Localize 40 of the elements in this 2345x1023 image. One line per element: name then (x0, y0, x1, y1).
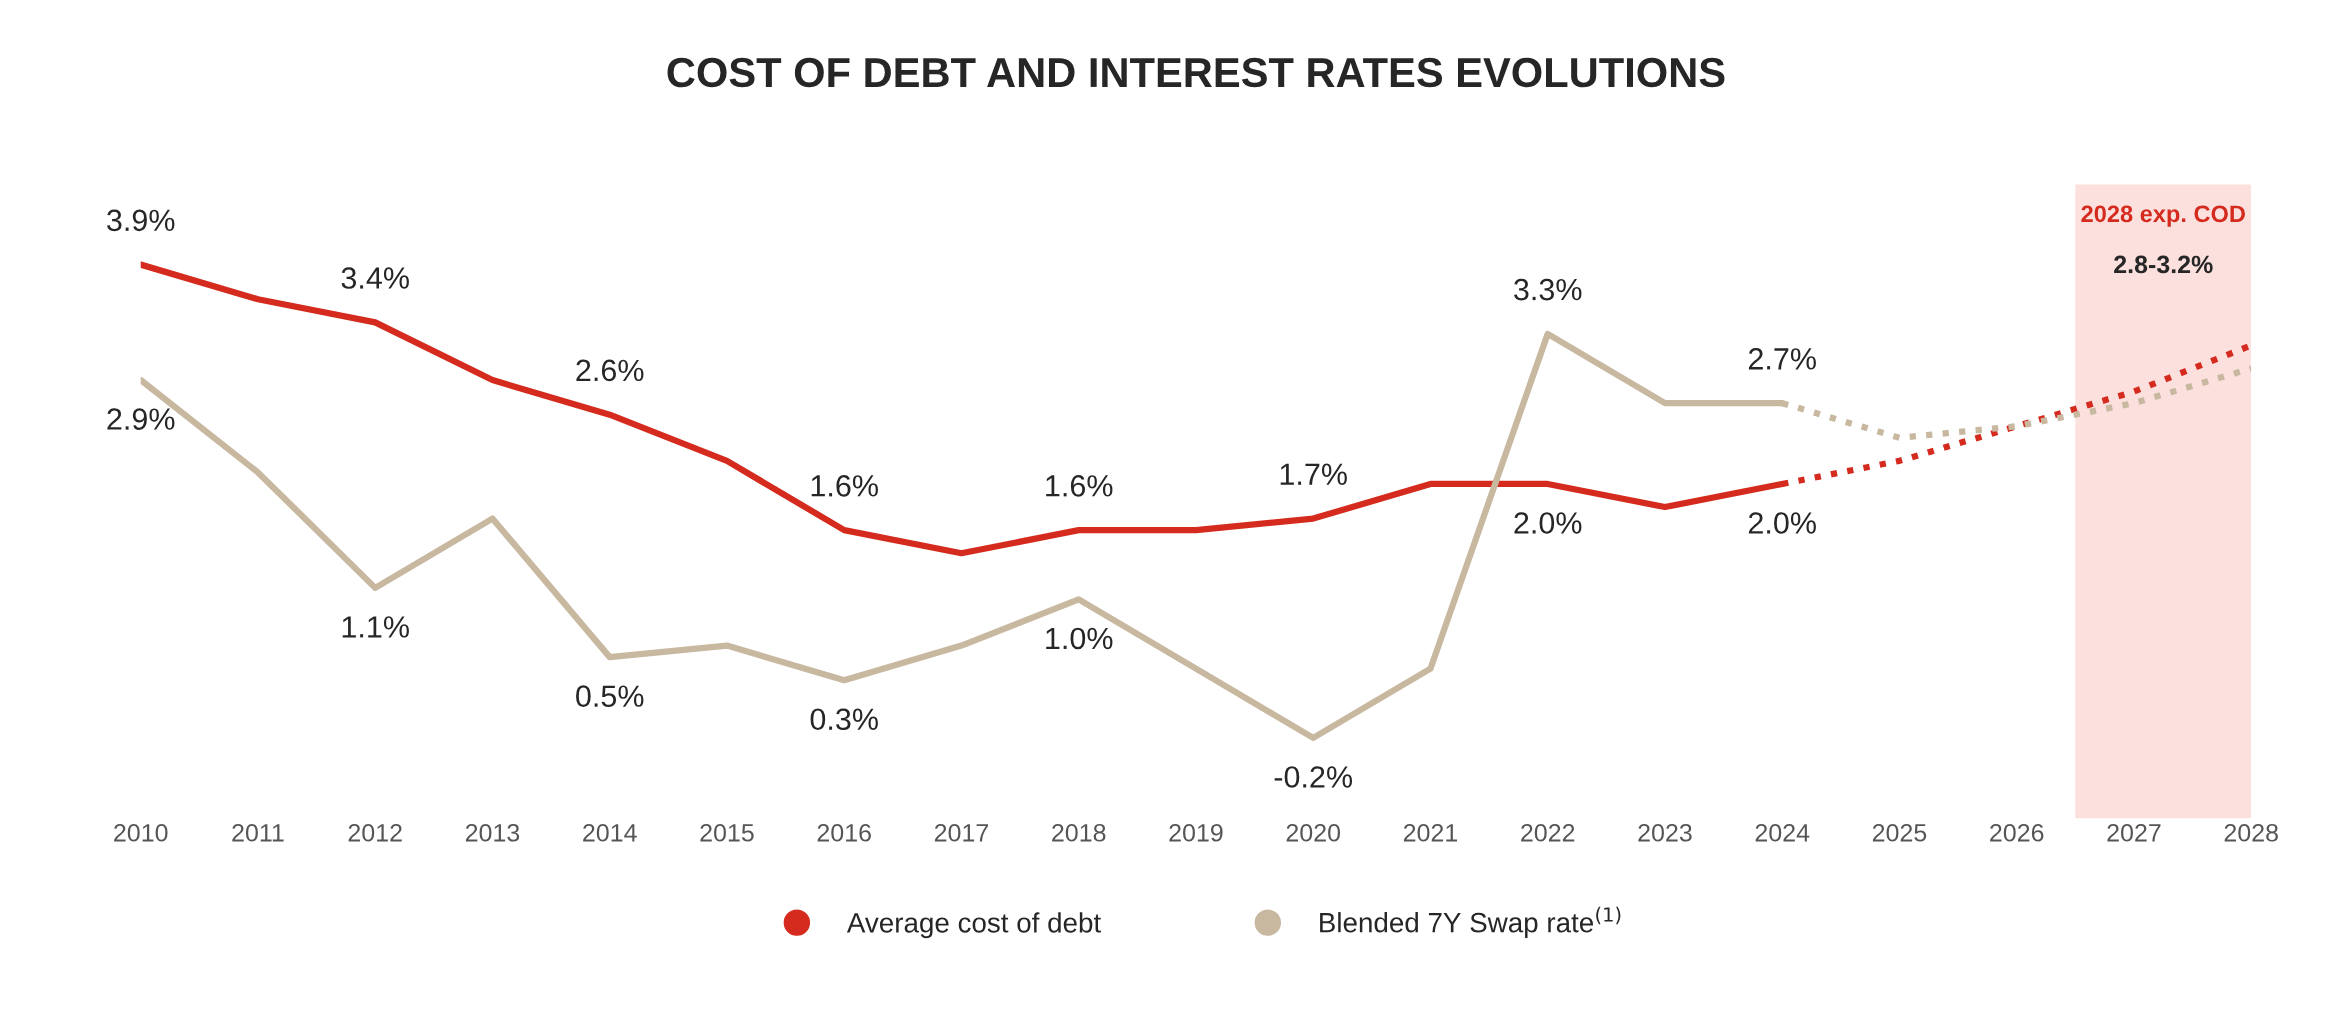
x-tick-label: 2015 (700, 823, 754, 842)
x-tick-label: 2022 (1521, 823, 1575, 842)
x-tick-label: 2010 (114, 823, 168, 842)
chart-title: COST OF DEBT AND INTEREST RATES EVOLUTIONS (667, 57, 1725, 88)
data-label: -0.2% (1274, 766, 1353, 788)
data-label: 1.0% (1046, 627, 1113, 650)
x-tick-label: 2027 (2107, 823, 2161, 842)
legend-label: Blended 7Y Swap rate$^{(1)}$ (1320, 906, 1621, 938)
x-tick-label: 2016 (817, 823, 871, 842)
data-label: 3.3% (1514, 278, 1582, 301)
x-tick-label: 2014 (583, 823, 637, 842)
x-tick-label: 2028 (2224, 823, 2278, 842)
data-label: 2.6% (576, 359, 644, 382)
annotation: 2.8-3.2% (2114, 255, 2213, 274)
x-tick-label: 2011 (232, 823, 284, 842)
x-tick-label: 2018 (1052, 823, 1106, 842)
x-tick-label: 2026 (1990, 823, 2044, 842)
x-tick-label: 2013 (465, 823, 520, 842)
data-label: 0.5% (576, 685, 644, 707)
x-tick-label: 2023 (1638, 823, 1692, 842)
data-label: 2.0% (1748, 512, 1816, 534)
x-tick-label: 2020 (1286, 823, 1341, 842)
x-tick-label: 2021 (1403, 823, 1458, 842)
data-label: 2.9% (107, 408, 175, 430)
data-label: 1.7% (1280, 463, 1347, 485)
band-label: 2028 exp. COD (2081, 205, 2245, 227)
data-label: 1.6% (1046, 475, 1113, 497)
data-label: 2.0% (1514, 512, 1582, 534)
x-tick-label: 2025 (1872, 823, 1927, 842)
data-label: 1.1% (342, 616, 409, 638)
data-label: 3.9% (107, 209, 175, 232)
legend-label: Average cost of debt (846, 912, 1101, 939)
data-label: 3.4% (341, 267, 409, 289)
x-tick-label: 2024 (1755, 823, 1810, 842)
data-label: 0.3% (810, 708, 878, 731)
x-tick-label: 2012 (348, 823, 402, 842)
data-label: 2.7% (1748, 348, 1816, 370)
x-tick-label: 2019 (1169, 823, 1223, 842)
x-tick-label: 2017 (934, 823, 989, 842)
data-label: 1.6% (811, 475, 878, 497)
